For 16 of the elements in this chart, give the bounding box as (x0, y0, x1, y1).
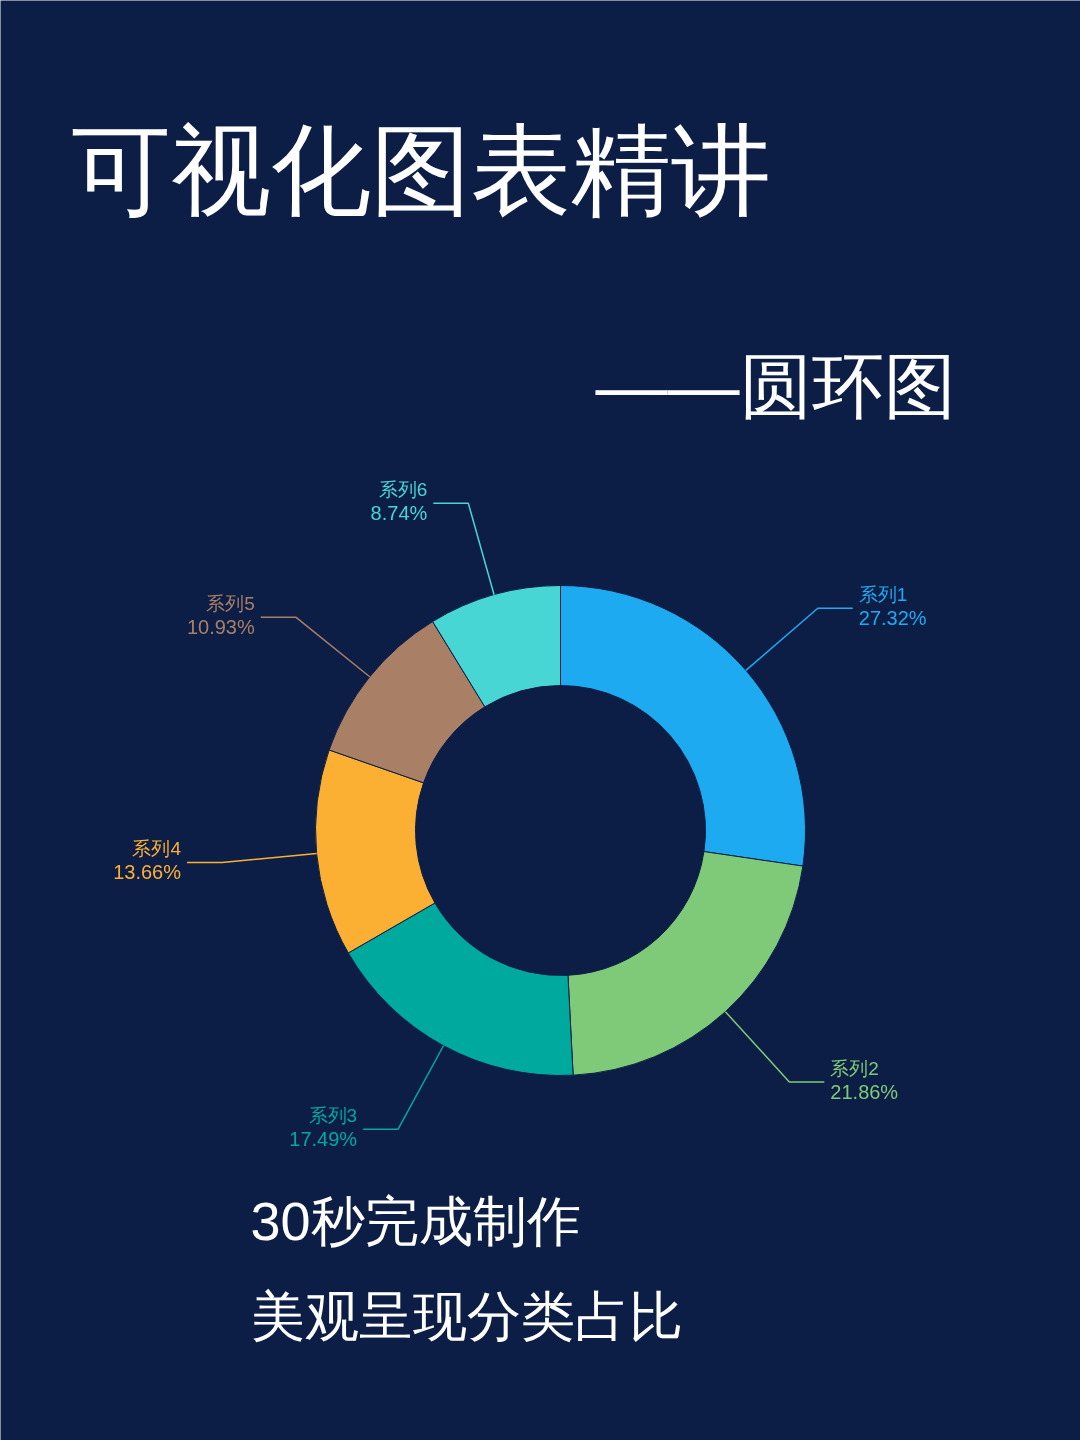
data-label: 17.49% (289, 1128, 358, 1151)
data-label: 27.32% (858, 607, 927, 630)
data-label: 10.93% (186, 616, 255, 639)
slice-label: 系列1 (858, 584, 908, 606)
data-label: 8.74% (370, 502, 428, 525)
text: 30秒完成制作 (250, 1190, 581, 1251)
slice-label: 系列6 (378, 479, 428, 501)
data-label: 21.86% (830, 1080, 899, 1103)
slice-label: 系列4 (132, 838, 182, 860)
slice-label: 系列5 (206, 593, 255, 615)
slice-label: 系列2 (830, 1057, 879, 1079)
chart-subtitle: ——圆环图 (595, 345, 956, 426)
slice-label: 系列3 (308, 1105, 358, 1127)
text: 美观呈现分类占比 (250, 1285, 683, 1346)
chart-title: 可视化图表精讲 (70, 113, 771, 226)
data-label: 13.66% (113, 861, 182, 884)
